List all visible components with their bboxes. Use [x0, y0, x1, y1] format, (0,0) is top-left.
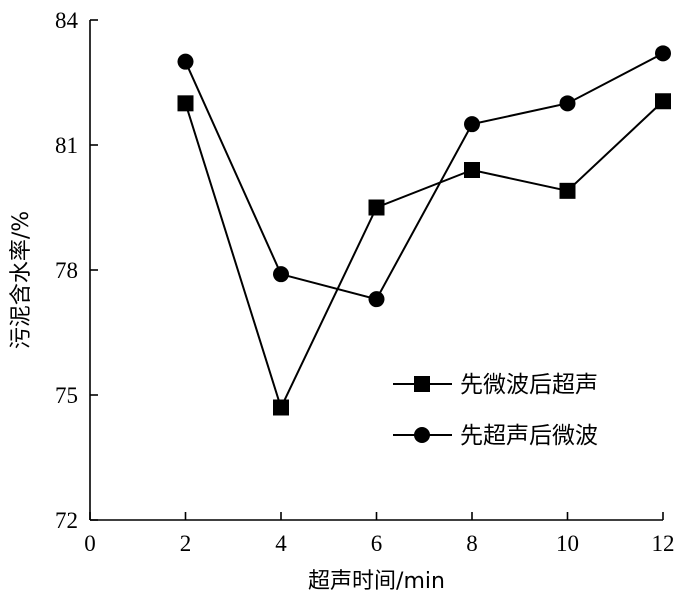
x-tick-label: 8: [466, 531, 478, 556]
x-tick-label: 4: [275, 531, 287, 556]
x-tick-label: 10: [556, 531, 579, 556]
x-axis-ticks: 0 2 4 6 8 10 12: [84, 512, 675, 556]
x-tick-label: 0: [84, 531, 96, 556]
y-tick-label: 84: [55, 8, 79, 33]
series-layer: [177, 45, 671, 416]
square-marker: [177, 95, 194, 112]
circle-marker: [464, 116, 480, 133]
series-line: [184, 100, 664, 411]
square-marker: [464, 162, 480, 178]
legend-label: 先微波后超声: [460, 372, 598, 398]
legend-circle-marker: [414, 427, 430, 443]
circle-marker: [273, 266, 289, 283]
y-axis-title: 污泥含水率/%: [9, 211, 34, 349]
y-axis-ticks: 72 75 78 81 84: [55, 8, 98, 533]
x-tick-label: 2: [180, 531, 192, 556]
y-tick-label: 81: [55, 133, 78, 158]
series-1: [177, 93, 671, 416]
y-tick-label: 75: [55, 383, 78, 408]
series-line: [184, 52, 664, 301]
circle-marker: [177, 53, 194, 70]
legend-label: 先超声后微波: [460, 423, 598, 449]
y-tick-label: 78: [55, 258, 78, 283]
circle-marker: [368, 291, 385, 308]
circle-marker: [655, 45, 671, 62]
x-tick-label: 6: [371, 531, 383, 556]
legend-square-marker: [414, 376, 430, 392]
square-marker: [273, 399, 289, 416]
legend-entry-1: 先微波后超声: [393, 372, 598, 398]
y-tick-label: 72: [55, 508, 78, 533]
series-2: [177, 45, 671, 308]
square-marker: [655, 93, 671, 110]
x-tick-label: 12: [652, 531, 675, 556]
legend-entry-2: 先超声后微波: [393, 423, 598, 449]
circle-marker: [559, 95, 576, 112]
x-axis-title: 超声时间/min: [308, 569, 445, 594]
square-marker: [368, 199, 385, 216]
square-marker: [559, 182, 576, 199]
